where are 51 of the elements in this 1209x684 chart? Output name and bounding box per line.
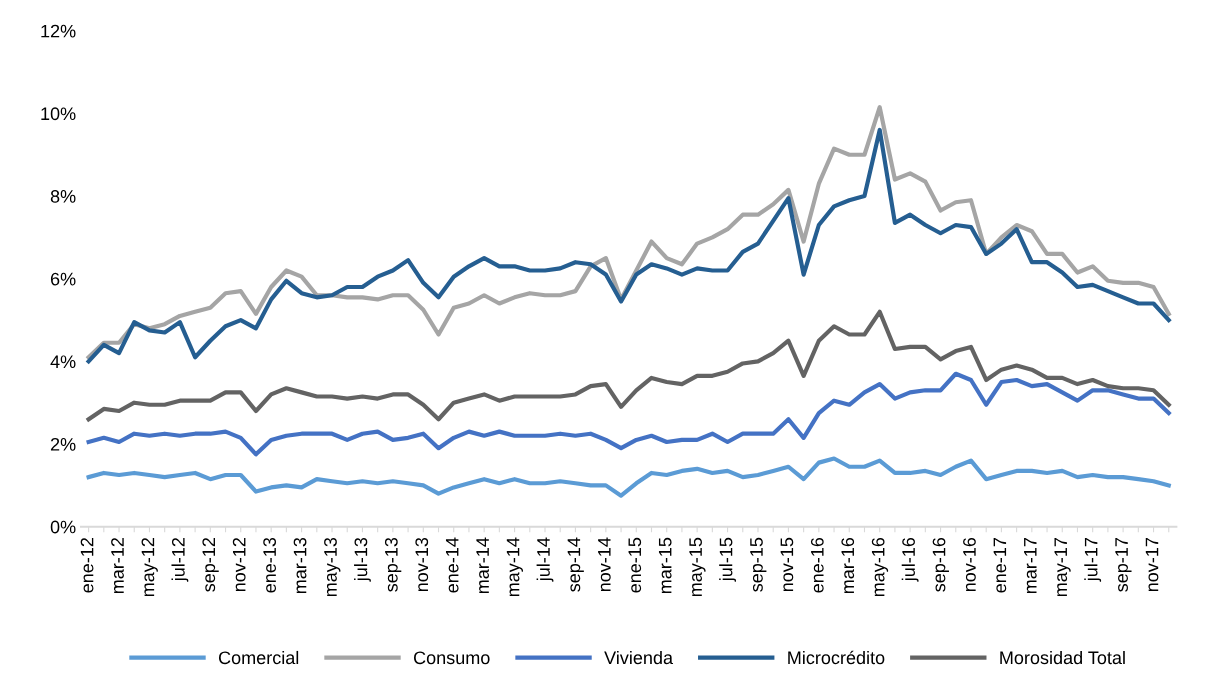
legend-label: Comercial [218, 650, 299, 665]
x-tick-label: mar-13 [293, 537, 307, 594]
x-tick-label: jul-13 [354, 537, 371, 582]
x-tick-label: ene-17 [993, 538, 1007, 593]
x-tick-label: jul-14 [536, 537, 554, 582]
x-tick-label: ene-13 [263, 537, 277, 593]
x-tick-label: mar-15 [658, 537, 672, 594]
line-series [86, 309, 1171, 422]
x-tick-label: ene-15 [628, 537, 642, 593]
y-tick-label: 2% [50, 437, 76, 451]
legend-label: Morosidad Total [1000, 650, 1125, 665]
line-series [86, 371, 1171, 457]
x-tick-label: sep-14 [567, 537, 584, 592]
x-tick-label: may-16 [871, 537, 889, 597]
x-tick-label: nov-13 [415, 537, 429, 592]
x-tick-label: ene-12 [80, 538, 94, 593]
x-tick-label: jul-12 [171, 538, 189, 582]
y-tick-label: 10% [41, 107, 76, 121]
x-tick-label: may-13 [324, 537, 341, 597]
x-tick-label: ene-14 [445, 537, 459, 593]
x-tick-label: mar-14 [476, 537, 489, 594]
x-tick-label: jul-15 [719, 537, 736, 582]
x-tick-label: nov-15 [780, 537, 794, 592]
legend-label: Vivienda [604, 650, 674, 665]
x-tick-label: may-12 [141, 538, 158, 597]
x-tick-label: nov-17 [1145, 538, 1159, 592]
x-tick-label: nov-14 [598, 537, 611, 592]
legend-label: Microcrédito [788, 650, 885, 665]
y-tick-label: 0% [50, 520, 76, 534]
x-tick-label: mar-17 [1024, 538, 1037, 594]
x-tick-label: nov-16 [963, 537, 976, 592]
x-tick-label: mar-16 [841, 537, 855, 594]
y-tick-label: 12% [41, 24, 76, 38]
line-series [86, 456, 1171, 498]
x-tick-label: sep-16 [932, 537, 949, 592]
x-tick-label: may-17 [1054, 538, 1071, 597]
x-tick-label: sep-12 [202, 538, 219, 592]
x-tick-label: sep-15 [750, 537, 767, 592]
y-tick-label: 4% [50, 355, 76, 369]
x-tick-label: jul-16 [901, 537, 919, 582]
x-tick-label: jul-17 [1084, 538, 1102, 582]
x-tick-label: may-15 [689, 537, 706, 597]
x-tick-label: sep-17 [1115, 538, 1132, 592]
x-tick-label: may-14 [506, 537, 523, 597]
y-tick-label: 6% [50, 272, 76, 286]
x-tick-label: ene-16 [810, 537, 824, 593]
x-tick-label: mar-12 [111, 538, 124, 594]
x-tick-label: nov-12 [232, 538, 246, 592]
legend-label: Consumo [413, 651, 490, 665]
x-tick-label: sep-13 [384, 537, 402, 592]
y-tick-label: 8% [50, 190, 76, 203]
